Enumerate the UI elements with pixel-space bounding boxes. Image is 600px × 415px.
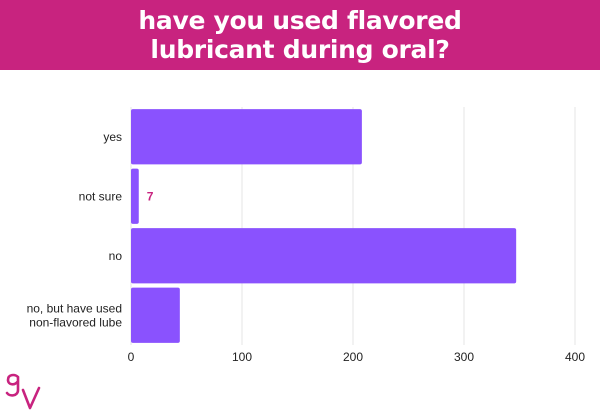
bar	[131, 109, 362, 165]
x-tick-label: 100	[232, 350, 252, 364]
x-tick-label: 0	[128, 350, 135, 364]
data-label: 7	[147, 189, 154, 203]
bar	[131, 287, 180, 343]
category-label: not sure	[79, 189, 123, 203]
bar	[131, 168, 139, 224]
x-tick-label: 200	[343, 350, 363, 364]
chart-title-line-2: lubricant during oral?	[150, 35, 450, 64]
category-label: no, but have used	[27, 301, 122, 315]
chart-title-line-1: have you used flavored	[138, 6, 462, 35]
brand-logo	[5, 373, 41, 410]
category-label: no	[109, 249, 123, 263]
bar	[131, 228, 517, 284]
category-label: yes	[103, 130, 122, 144]
title-banner: have you used flavored lubricant during …	[0, 0, 600, 70]
category-label: non-flavored lube	[29, 315, 122, 329]
x-tick-label: 400	[565, 350, 585, 364]
x-tick-label: 300	[454, 350, 474, 364]
